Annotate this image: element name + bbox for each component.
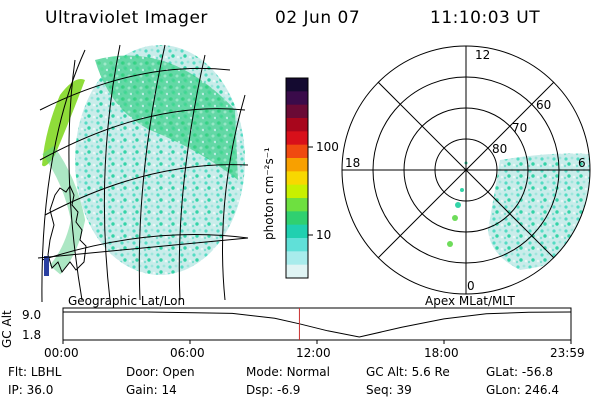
info-glat: GLat: -56.8: [486, 365, 553, 379]
altitude-plot: [62, 307, 572, 344]
info-dsp: Dsp: -6.9: [246, 383, 301, 397]
colorbar-segment: [286, 264, 308, 279]
mlt-label-12: 12: [475, 48, 491, 62]
lat-label-80: 80: [492, 142, 508, 156]
altitude-curve: [63, 311, 572, 338]
time-tick-1800: 18:00: [424, 346, 459, 360]
polar-plot: [341, 45, 591, 295]
lat-label-60: 60: [536, 98, 552, 112]
alt-tick-9: 9.0: [22, 308, 42, 322]
info-door: Door: Open: [126, 365, 195, 379]
alt-axis-label: GC Alt: [0, 310, 14, 348]
date-label: 02 Jun 07: [275, 8, 361, 28]
info-seq: Seq: 39: [366, 383, 412, 397]
colorbar: [286, 78, 308, 279]
colorbar-segment: [286, 224, 308, 239]
time-tick-2359: 23:59: [550, 346, 585, 360]
apex-label: Apex MLat/MLT: [425, 294, 515, 308]
mlt-label-6: 6: [578, 156, 586, 170]
colorbar-tick-100: 100: [316, 140, 339, 154]
time-tick-0600: 06:00: [170, 346, 205, 360]
info-glon: GLon: 246.4: [486, 383, 559, 397]
colorbar-unit-label: photon cm⁻²s⁻¹: [262, 147, 276, 240]
colorbar-segment: [286, 144, 308, 159]
mlt-label-0: 0: [467, 279, 475, 293]
instrument-title: Ultraviolet Imager: [45, 8, 208, 28]
colorbar-tick-10: 10: [316, 228, 332, 242]
alt-tick-1-8: 1.8: [22, 328, 42, 342]
geographic-image: [39, 44, 249, 302]
info-gain: Gain: 14: [126, 383, 177, 397]
colorbar-segment: [286, 158, 308, 172]
info-gc-alt: GC Alt: 5.6 Re: [366, 365, 450, 379]
time-label: 11:10:03 UT: [430, 8, 541, 28]
colorbar-segment: [286, 104, 308, 119]
colorbar-segment: [286, 198, 308, 212]
colorbar-segment: [286, 91, 308, 106]
colorbar-segment: [286, 211, 308, 226]
time-tick-1200: 12:00: [296, 346, 331, 360]
lat-label-70: 70: [512, 121, 528, 135]
info-mode: Mode: Normal: [246, 365, 330, 379]
colorbar-segment: [286, 78, 308, 92]
info-flt: Flt: LBHL: [8, 365, 62, 379]
mlt-label-18: 18: [345, 156, 361, 170]
colorbar-segment: [286, 131, 308, 146]
colorbar-segment: [286, 171, 308, 186]
geographic-label: Geographic Lat/Lon: [68, 294, 186, 308]
info-ip: IP: 36.0: [8, 383, 54, 397]
colorbar-segment: [286, 251, 308, 266]
colorbar-segment: [286, 184, 308, 199]
colorbar-segment: [286, 118, 308, 132]
colorbar-segment: [286, 238, 308, 252]
time-tick-0000: 00:00: [44, 346, 79, 360]
